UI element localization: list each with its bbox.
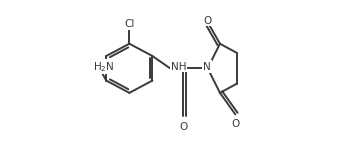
Text: Cl: Cl xyxy=(124,19,134,29)
Text: O: O xyxy=(204,16,212,26)
Text: O: O xyxy=(179,122,187,132)
Text: N: N xyxy=(203,62,211,72)
Text: O: O xyxy=(231,119,240,129)
Text: NH: NH xyxy=(171,62,186,72)
Text: H$_2$N: H$_2$N xyxy=(93,60,114,74)
